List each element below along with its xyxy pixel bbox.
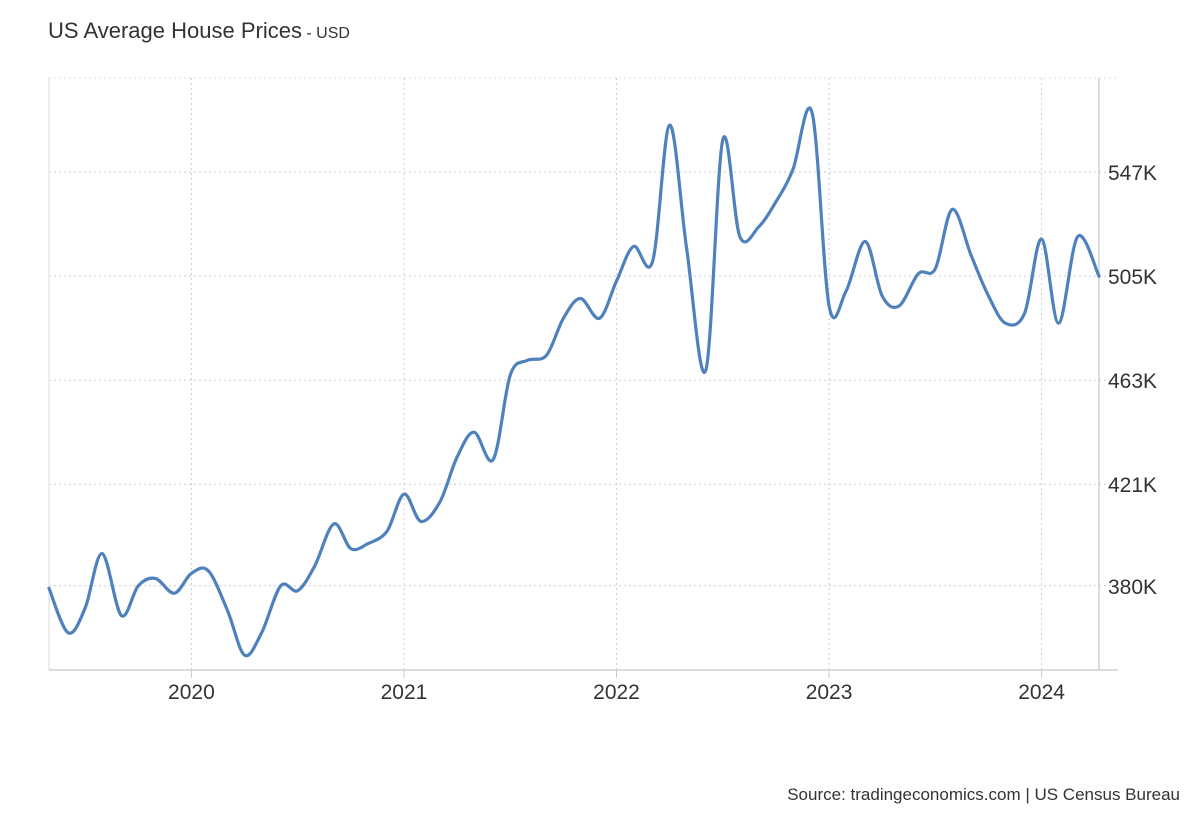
x-tick-label: 2024 — [1018, 681, 1065, 704]
series-layer — [47, 106, 1101, 658]
y-tick-label: 380K — [1108, 576, 1157, 599]
price-series-line — [47, 106, 1101, 658]
x-tick-label: 2022 — [593, 681, 640, 704]
chart-subtitle: - USD — [306, 25, 350, 42]
y-tick-label: 547K — [1108, 162, 1157, 185]
x-tick-label: 2020 — [168, 681, 215, 704]
tick-labels-layer: 380K 421K 463K 505K 547K 2020 2021 2022 2023 2024 — [168, 162, 1157, 704]
source-note: Source: tradingeconomics.com | US Census… — [787, 785, 1180, 804]
x-tick-label: 2023 — [806, 681, 853, 704]
y-tick-label: 505K — [1108, 266, 1157, 289]
y-tick-label: 463K — [1108, 370, 1157, 393]
chart-title-block: US Average House Prices - USD — [48, 18, 350, 44]
x-tick-label: 2021 — [381, 681, 428, 704]
line-chart: 380K 421K 463K 505K 547K 2020 2021 2022 2023 2024 — [47, 77, 1157, 704]
axes-layer — [48, 78, 1118, 678]
y-tick-label: 421K — [1108, 474, 1157, 497]
chart-title: US Average House Prices — [48, 18, 302, 43]
grid-layer — [49, 77, 1118, 670]
